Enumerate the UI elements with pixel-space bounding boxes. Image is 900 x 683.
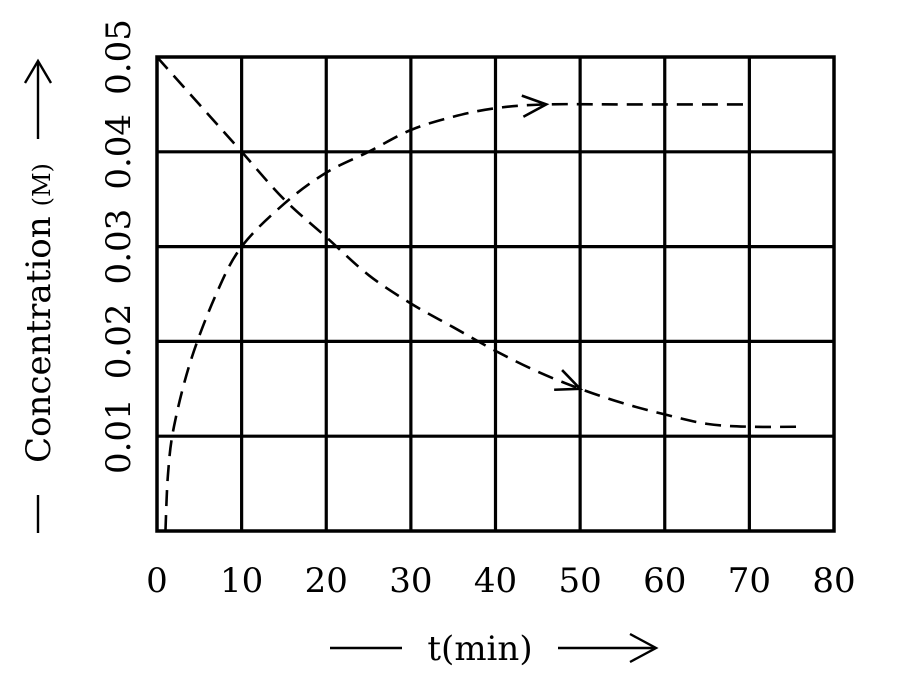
y-tick-label: 0.02 [99, 304, 139, 380]
x-tick-label: 80 [812, 561, 855, 601]
y-axis-label: Concentration [19, 216, 59, 463]
x-tick-label: 10 [220, 561, 263, 601]
x-tick-label: 30 [389, 561, 432, 601]
arrowhead-layer [521, 94, 584, 392]
series-layer [156, 56, 801, 532]
x-tick-label: 60 [643, 561, 686, 601]
plot-frame [155, 55, 836, 533]
x-tick-label: 50 [558, 561, 601, 601]
x-tick-label: 0 [146, 561, 168, 601]
y-axis-arrow-icon [23, 58, 53, 84]
series-line-1 [164, 102, 750, 532]
y-axis-unit: (M) [28, 163, 56, 206]
y-tick-label: 0.01 [99, 398, 139, 474]
x-axis-label: t(min) [427, 629, 532, 669]
x-tick-label: 40 [474, 561, 517, 601]
y-axis-label-group: Concentration (M) [19, 163, 59, 463]
x-axis-arrow-icon [629, 632, 659, 664]
series-2-arrowhead-icon [554, 369, 584, 392]
y-tick-label: 0.03 [99, 209, 139, 285]
series-1-arrowhead-icon [521, 94, 550, 118]
y-tick-labels: 0.01 0.02 0.03 0.04 0.05 [99, 19, 139, 474]
y-tick-label: 0.05 [99, 19, 139, 95]
y-tick-label: 0.04 [99, 114, 139, 190]
y-axis-title: Concentration (M) [19, 58, 59, 533]
x-tick-label: 20 [305, 561, 348, 601]
x-axis-title: t(min) [330, 629, 659, 669]
x-tick-label: 70 [728, 561, 771, 601]
series-line-2 [156, 56, 801, 429]
grid [157, 57, 834, 531]
x-tick-labels: 0 10 20 30 40 50 60 70 80 [146, 561, 855, 601]
